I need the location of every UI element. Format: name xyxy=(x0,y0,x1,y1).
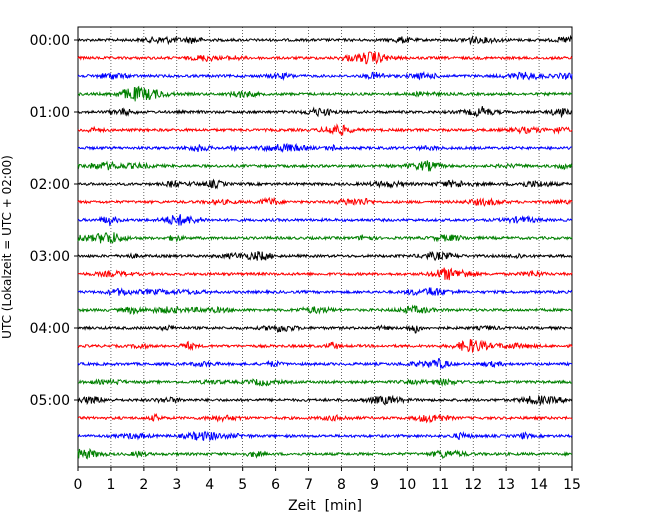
y-axis-label: UTC (Lokalzeit = UTC + 02:00) xyxy=(0,155,14,339)
seismic-trace xyxy=(77,267,573,281)
seismic-trace xyxy=(77,232,573,244)
seismic-trace xyxy=(77,178,573,190)
x-tick-label: 12 xyxy=(464,477,482,493)
seismic-trace xyxy=(77,85,573,102)
y-tick-label: 01:00 xyxy=(30,105,70,121)
seismic-trace xyxy=(78,412,573,424)
y-tick-label: 02:00 xyxy=(30,177,70,193)
x-tick-label: 3 xyxy=(172,477,181,493)
y-tick-label: 05:00 xyxy=(30,393,70,409)
seismic-trace xyxy=(77,447,573,460)
x-tick-label: 1 xyxy=(106,477,115,493)
seismic-trace xyxy=(77,304,573,316)
seismic-trace xyxy=(77,34,573,46)
seismic-trace xyxy=(77,142,573,153)
plot-frame xyxy=(77,26,573,468)
x-tick-label: 5 xyxy=(238,477,247,493)
grid-lines xyxy=(110,27,540,467)
x-tick-label: 6 xyxy=(271,477,280,493)
x-tick-label: 8 xyxy=(337,477,346,493)
seismic-trace xyxy=(77,358,573,369)
x-tick-label: 9 xyxy=(370,477,379,493)
seismic-trace xyxy=(77,51,573,65)
y-tick-label: 03:00 xyxy=(30,249,70,265)
x-tick-label: 14 xyxy=(530,477,548,493)
x-axis-ticks: 0 1 2 3 4 5 6 7 8 9 10 11 12 13 14 15 xyxy=(74,467,581,493)
seismic-trace xyxy=(77,394,573,407)
seismic-trace xyxy=(77,287,573,297)
seismic-trace xyxy=(77,339,573,354)
seismic-trace xyxy=(77,160,573,172)
seismic-trace xyxy=(77,430,573,442)
x-tick-label: 13 xyxy=(497,477,515,493)
x-tick-label: 0 xyxy=(74,477,83,493)
x-tick-label: 2 xyxy=(139,477,148,493)
seismic-trace xyxy=(77,324,573,334)
seismic-trace xyxy=(77,106,573,119)
seismic-trace xyxy=(77,214,573,227)
seismic-trace xyxy=(77,123,573,137)
seismic-trace xyxy=(77,250,573,262)
x-tick-label: 7 xyxy=(304,477,313,493)
x-tick-label: 11 xyxy=(431,477,449,493)
y-axis-ticks: 00:00 01:00 02:00 03:00 04:00 05:00 xyxy=(30,33,78,409)
seismic-trace xyxy=(77,70,573,82)
x-tick-label: 4 xyxy=(205,477,214,493)
seismic-trace xyxy=(77,196,573,207)
y-tick-label: 04:00 xyxy=(30,321,70,337)
x-tick-label: 15 xyxy=(563,477,581,493)
x-tick-label: 10 xyxy=(398,477,416,493)
seismic-traces xyxy=(77,34,573,460)
x-axis-label: Zeit [min] xyxy=(288,498,362,514)
y-tick-label: 00:00 xyxy=(30,33,70,49)
seismic-trace xyxy=(77,377,573,387)
